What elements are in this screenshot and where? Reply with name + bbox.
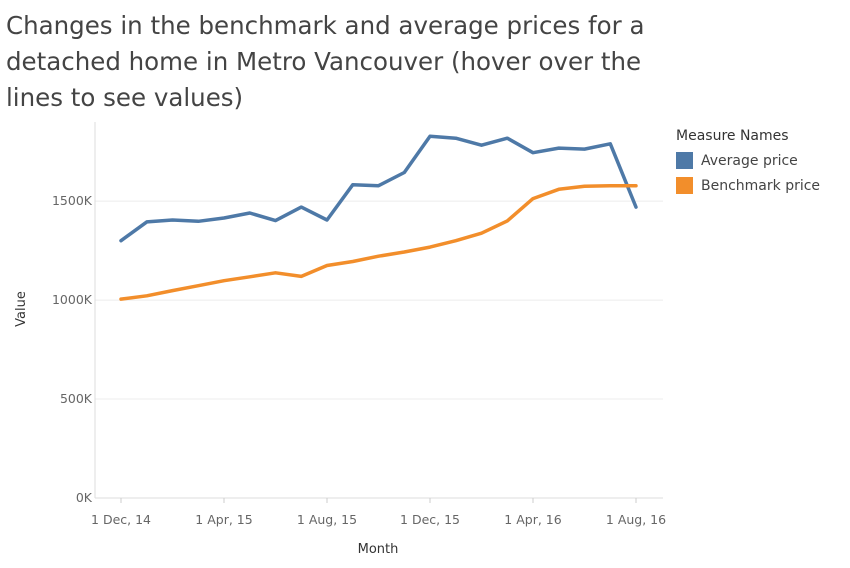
x-tick-label: 1 Aug, 16 [606,512,666,527]
legend-swatch-benchmark-price [676,177,693,194]
legend-swatch-average-price [676,152,693,169]
x-tick-label: 1 Dec, 14 [91,512,151,527]
legend-item-benchmark-price[interactable]: Benchmark price [676,173,820,198]
series-lines [119,134,638,301]
x-tick-label: 1 Apr, 15 [195,512,252,527]
gridlines [95,200,663,400]
y-tick-label: 1500K [52,193,93,208]
legend-title: Measure Names [676,128,789,144]
tick-labels: 0K 500K 1000K 1500K 1 Dec, 14 1 Apr, 15 1 Aug,… [52,193,666,527]
legend-label-benchmark-price: Benchmark price [701,177,821,194]
y-tick-label: 500K [60,391,93,406]
x-tick-label: 1 Aug, 15 [297,512,357,527]
series-line-average-price[interactable] [119,134,638,243]
legend: Measure Names Average price Benchmark pr… [676,128,820,198]
axes [94,122,663,503]
legend-item-average-price[interactable]: Average price [676,148,820,173]
y-tick-label: 0K [76,490,93,505]
x-axis-label: Month [358,542,399,557]
y-axis-label: Value [14,291,29,327]
chart-title: Changes in the benchmark and average pri… [6,11,645,112]
legend-label-average-price: Average price [701,152,798,169]
x-tick-label: 1 Dec, 15 [400,512,460,527]
series-line-benchmark-price[interactable] [119,183,638,301]
x-tick-label: 1 Apr, 16 [504,512,561,527]
y-tick-label: 1000K [52,292,93,307]
